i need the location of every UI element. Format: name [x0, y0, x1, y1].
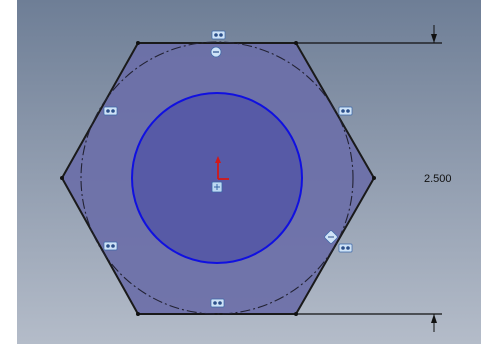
graphics-viewport[interactable]: 2.500 — [17, 0, 481, 344]
coincident-relation-icon[interactable] — [103, 241, 118, 251]
sketch-vertex-points[interactable] — [60, 41, 376, 316]
dimension-arrow-bottom — [431, 314, 437, 332]
coincident-relation-icon[interactable] — [338, 243, 353, 253]
inner-circle-sketch[interactable] — [131, 92, 303, 264]
tangent-relation-icon[interactable] — [324, 230, 338, 244]
dimension-value[interactable]: 2.500 — [424, 173, 452, 185]
coincident-relation-icon[interactable] — [338, 106, 353, 116]
coincident-relation-icon[interactable] — [103, 106, 118, 116]
fixed-point-icon — [211, 181, 223, 193]
coincident-relation-icon[interactable] — [210, 298, 225, 308]
coincident-relation-icon[interactable] — [211, 30, 226, 40]
dimension-arrow-top — [431, 25, 437, 43]
origin-icon — [215, 156, 229, 180]
construction-circle[interactable] — [80, 41, 354, 315]
horizontal-relation-icon[interactable] — [210, 46, 222, 58]
